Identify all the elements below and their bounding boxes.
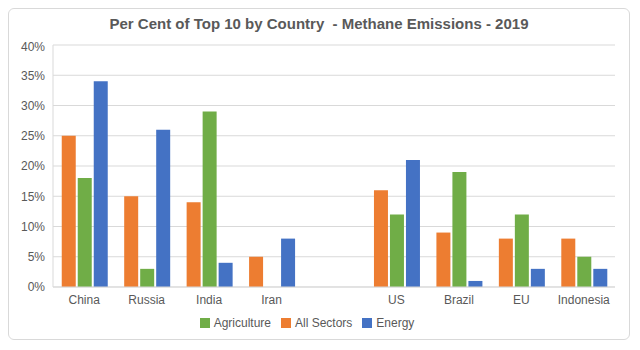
svg-text:US: US bbox=[388, 293, 405, 307]
html-text:All Sectors: All Sectors bbox=[295, 316, 353, 330]
svg-text:Iran: Iran bbox=[261, 293, 282, 307]
svg-text:Brazil: Brazil bbox=[444, 293, 474, 307]
html-text:Per Cent of Top 10 by Country: Per Cent of Top 10 by Country - Methane … bbox=[109, 15, 529, 32]
svg-text:10%: 10% bbox=[21, 220, 45, 234]
html-text:Energy: Energy bbox=[376, 316, 415, 330]
svg-text:Russia: Russia bbox=[128, 293, 165, 307]
html-text:Agriculture: Agriculture bbox=[213, 316, 271, 330]
svg-text:15%: 15% bbox=[21, 190, 45, 204]
svg-text:35%: 35% bbox=[21, 69, 45, 83]
svg-text:20%: 20% bbox=[21, 159, 45, 173]
svg-text:Indonesia: Indonesia bbox=[558, 293, 610, 307]
svg-text:EU: EU bbox=[513, 293, 530, 307]
svg-text:0%: 0% bbox=[28, 280, 46, 294]
svg-text:25%: 25% bbox=[21, 129, 45, 143]
svg-text:China: China bbox=[69, 293, 101, 307]
svg-text:30%: 30% bbox=[21, 99, 45, 113]
svg-text:India: India bbox=[196, 293, 222, 307]
svg-text:5%: 5% bbox=[28, 250, 46, 264]
svg-text:40%: 40% bbox=[21, 40, 45, 54]
